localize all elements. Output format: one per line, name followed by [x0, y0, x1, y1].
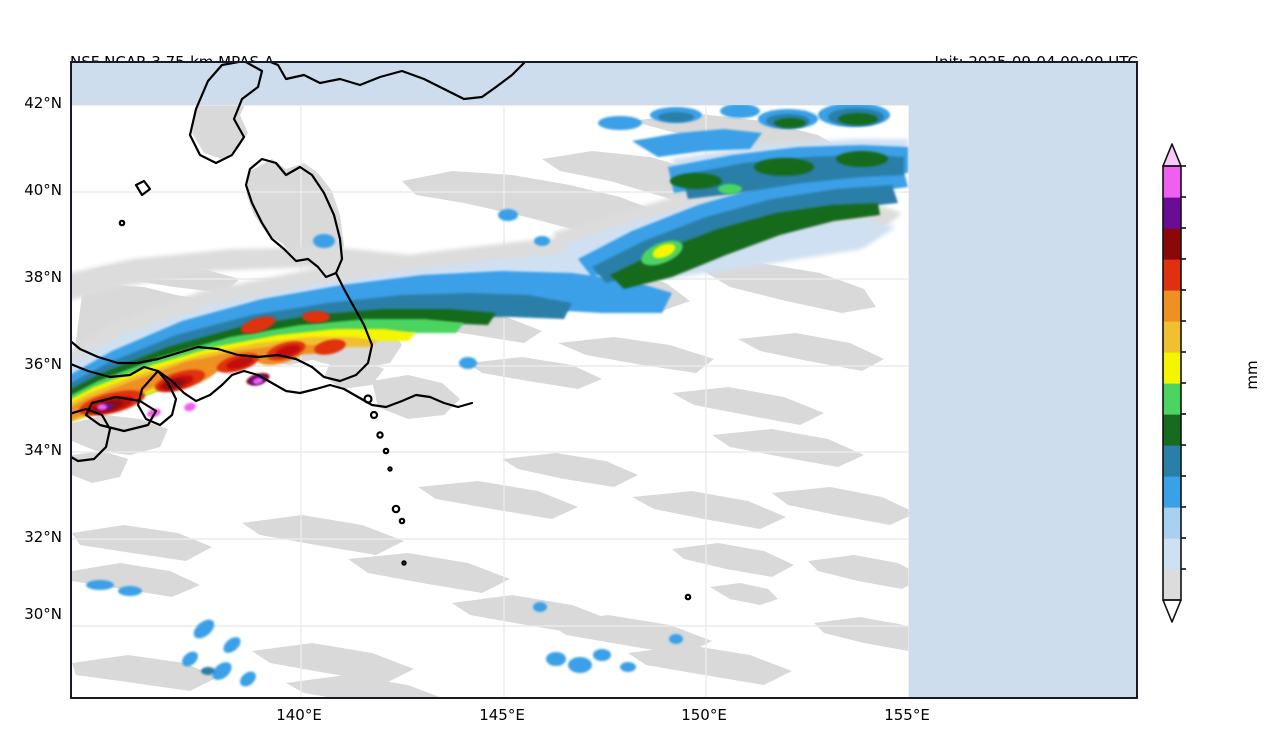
- colorbar-band: [1163, 290, 1181, 322]
- colorbar-band: [1163, 538, 1181, 570]
- colorbar-band: [1163, 569, 1181, 601]
- colorbar-band: [1163, 166, 1181, 198]
- xtick-label-145e: 145°E: [479, 706, 525, 724]
- colorbar-band: [1163, 352, 1181, 384]
- ytick-label-34n: 34°N: [24, 441, 62, 459]
- colorbar[interactable]: 0.11.02.05.010.015.020.025.030.040.050.0…: [1158, 136, 1186, 630]
- colorbar-band: [1163, 321, 1181, 353]
- ytick-label-40n: 40°N: [24, 181, 62, 199]
- xtick-label-155e: 155°E: [884, 706, 930, 724]
- ytick-label-36n: 36°N: [24, 355, 62, 373]
- xtick-label-150e: 150°E: [681, 706, 727, 724]
- colorbar-band: [1163, 476, 1181, 508]
- colorbar-band: [1163, 383, 1181, 415]
- precipitation-map: [72, 63, 1136, 697]
- ytick-label-38n: 38°N: [24, 268, 62, 286]
- colorbar-band: [1163, 228, 1181, 260]
- colorbar-band: [1163, 507, 1181, 539]
- colorbar-band: [1163, 259, 1181, 291]
- coastline: [72, 63, 692, 601]
- ytick-label-42n: 42°N: [24, 94, 62, 112]
- colorbar-over-arrow: [1162, 143, 1182, 167]
- ytick-label-32n: 32°N: [24, 528, 62, 546]
- colorbar-band: [1163, 414, 1181, 446]
- colorbar-unit-label: mm: [1243, 360, 1261, 390]
- precipitation-field: [72, 103, 908, 687]
- outside-domain-mask: [72, 63, 1136, 697]
- colorbar-band: [1163, 197, 1181, 229]
- colorbar-swatches: [1162, 143, 1186, 623]
- map-plot-frame: [70, 61, 1138, 699]
- colorbar-under-arrow: [1162, 599, 1182, 623]
- ytick-label-30n: 30°N: [24, 605, 62, 623]
- xtick-label-140e: 140°E: [276, 706, 322, 724]
- colorbar-band: [1163, 445, 1181, 477]
